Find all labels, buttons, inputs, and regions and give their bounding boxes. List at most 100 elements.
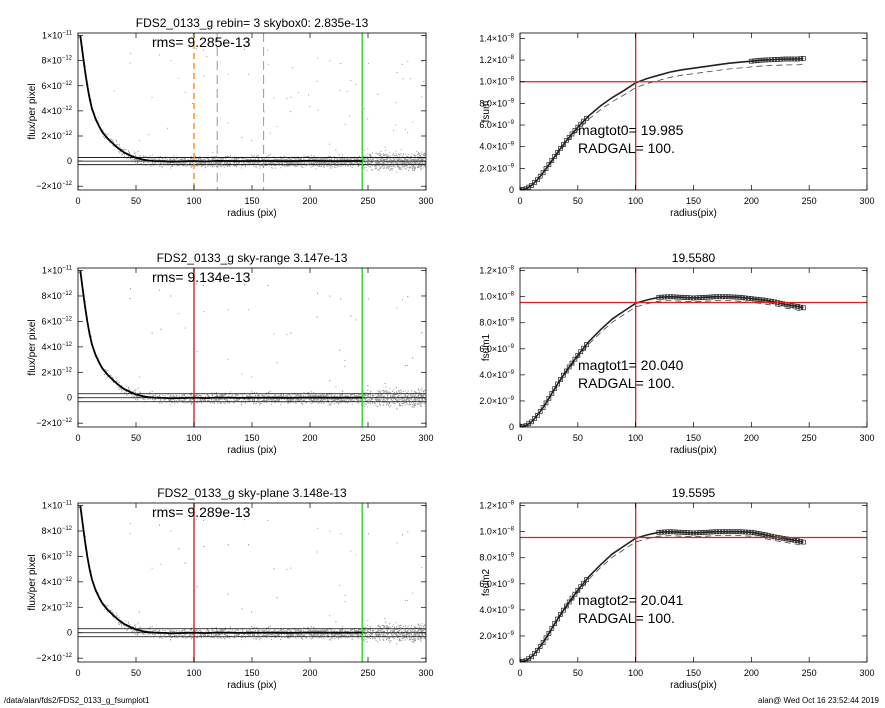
scatter-point (421, 399, 423, 401)
scatter-point (189, 162, 190, 164)
scatter-point (271, 164, 272, 166)
scatter-point (294, 164, 296, 166)
scatter-point (225, 401, 227, 403)
growth-marker (766, 57, 772, 63)
scatter-point (421, 395, 423, 397)
scatter-point (419, 157, 421, 159)
scatter-point (386, 154, 388, 156)
scatter-point (350, 165, 352, 167)
x-tick-label: 0 (517, 196, 522, 206)
scatter-point (386, 398, 388, 400)
scatter-point (413, 162, 415, 164)
magtot-annotation: magtot0= 19.985 (578, 122, 684, 138)
scatter-point (213, 163, 215, 164)
scatter-point (196, 48, 197, 50)
scatter-point (414, 154, 416, 156)
scatter-point (339, 394, 341, 396)
growth-marker (561, 142, 566, 147)
scatter-point (411, 395, 413, 397)
scatter-point (212, 165, 214, 167)
scatter-point (234, 156, 236, 158)
scatter-point (356, 162, 357, 163)
scatter-point (273, 97, 275, 99)
scatter-point (308, 395, 310, 396)
scatter-point (185, 165, 187, 167)
scatter-point (152, 162, 154, 164)
scatter-point (268, 162, 270, 164)
scatter-point (312, 402, 314, 404)
scatter-point (318, 162, 320, 164)
scatter-point (258, 395, 260, 397)
scatter-point (313, 156, 315, 158)
x-axis-label: radius(pix) (670, 208, 717, 219)
scatter-point (357, 162, 359, 164)
scatter-point (221, 158, 223, 160)
scatter-point (269, 162, 271, 164)
scatter-point (246, 395, 247, 397)
scatter-point (203, 311, 205, 313)
scatter-point (410, 163, 412, 165)
scatter-point (236, 399, 237, 401)
scatter-point (224, 161, 226, 163)
scatter-point (243, 398, 245, 400)
scatter-point (110, 138, 112, 140)
scatter-point (410, 402, 412, 404)
scatter-point (381, 390, 383, 391)
scatter-point (334, 399, 336, 401)
scatter-point (402, 161, 404, 163)
scatter-point (248, 73, 250, 75)
scatter-point (253, 166, 255, 168)
scatter-point (220, 165, 222, 167)
scatter-point (408, 393, 410, 395)
scatter-point (402, 299, 403, 301)
scatter-point (276, 398, 278, 400)
scatter-point (312, 158, 314, 160)
scatter-point (170, 396, 172, 398)
scatter-point (241, 394, 243, 396)
scatter-point (107, 370, 109, 372)
scatter-point (237, 159, 239, 161)
scatter-point (237, 394, 239, 396)
scatter-point (225, 165, 227, 167)
scatter-point (423, 166, 425, 168)
scatter-point (389, 155, 391, 157)
scatter-point (298, 161, 300, 163)
scatter-point (300, 159, 302, 161)
scatter-point (348, 164, 349, 166)
scatter-point (229, 156, 231, 158)
scatter-point (363, 108, 365, 110)
scatter-point (401, 161, 403, 163)
scatter-point (340, 158, 342, 160)
scatter-point (347, 159, 349, 161)
scatter-point (186, 162, 188, 164)
growth-marker (520, 187, 526, 190)
scatter-point (396, 171, 398, 173)
scatter-point (410, 162, 412, 164)
scatter-point (331, 158, 333, 160)
scatter-point (205, 166, 207, 168)
scatter-point (130, 52, 131, 54)
scatter-point (310, 154, 312, 156)
growth-marker (751, 58, 757, 64)
scatter-point (312, 159, 314, 161)
scatter-point (235, 165, 237, 167)
scatter-point (122, 153, 124, 155)
scatter-point (350, 162, 352, 164)
scatter-point (410, 392, 412, 394)
growth-marker (529, 182, 534, 188)
scatter-point (305, 156, 307, 157)
scatter-point (400, 399, 402, 401)
scatter-point (397, 395, 399, 397)
scatter-point (335, 165, 337, 166)
scatter-point (183, 164, 185, 166)
scatter-point (350, 159, 352, 161)
scatter-point (414, 405, 416, 406)
scatter-point (276, 161, 278, 163)
scatter-point (330, 167, 332, 169)
scatter-point (413, 159, 415, 161)
scatter-point (390, 159, 392, 161)
scatter-point (421, 151, 423, 153)
scatter-point (165, 156, 167, 158)
scatter-point (406, 163, 407, 165)
scatter-point (221, 398, 223, 400)
